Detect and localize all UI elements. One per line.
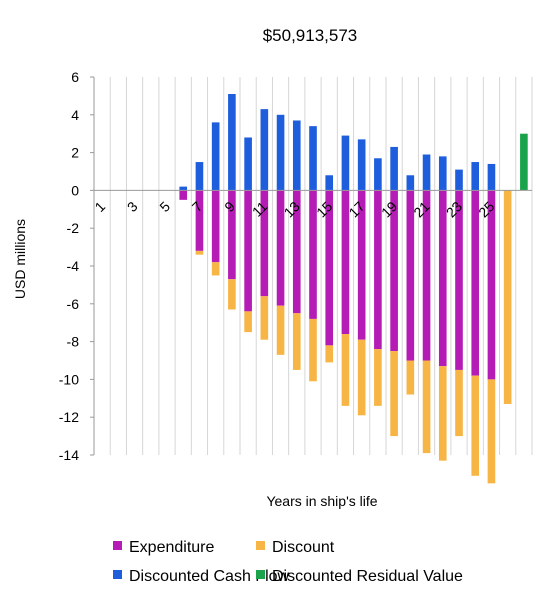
bar-discounted-cash-flow-24 [471, 162, 480, 191]
bar-discounted-cash-flow-13 [292, 120, 301, 191]
y-tick-labels: 6 4 2 0 -2 -4 -6 -8 -10 -12 -14 [59, 69, 94, 463]
legend-label: Discounted Residual Value [272, 568, 463, 585]
legend-swatch [113, 570, 122, 579]
bar-discount-22 [438, 366, 447, 461]
bar-discount-20 [406, 360, 415, 395]
bar-discount-25 [487, 379, 496, 484]
y-tick-label: -4 [67, 258, 80, 274]
bar-discount-14 [309, 318, 317, 382]
bar-discounted-cash-flow-19 [390, 146, 398, 191]
bar-expenditure-15 [325, 190, 334, 346]
bar-discount-16 [341, 334, 350, 406]
bar-expenditure-7 [195, 190, 204, 251]
bar-discount-9 [228, 279, 236, 310]
bar-expenditure-12 [276, 190, 285, 306]
bar-discount-19 [390, 351, 398, 437]
bar-expenditure-18 [374, 190, 382, 350]
legend: Expenditure Discount Discounted Cash FlowD… [113, 539, 463, 585]
bar-discounted-cash-flow-9 [228, 94, 236, 191]
bar-expenditure-9 [228, 190, 236, 280]
bar-discount-17 [357, 339, 366, 416]
bar-discount-26 [503, 190, 512, 404]
bar-discounted-cash-flow-25 [487, 163, 496, 191]
bar-expenditure-6 [179, 190, 188, 200]
bar-expenditure-25 [487, 190, 496, 380]
bar-discounted-cash-flow-21 [422, 154, 431, 191]
legend-swatch [256, 570, 265, 579]
legend-swatch [113, 541, 122, 550]
bar-discount-18 [374, 349, 382, 406]
bar-expenditure-10 [244, 190, 252, 312]
bar-expenditure-22 [438, 190, 447, 367]
bar-discounted-cash-flow-20 [406, 175, 415, 191]
bar-expenditure-13 [292, 190, 301, 314]
y-tick-label: -6 [67, 296, 80, 312]
legend-label: Discounted Cash Flow [129, 568, 290, 585]
legend-label: Discount [272, 539, 335, 556]
bar-discounted-cash-flow-12 [276, 114, 285, 191]
bar-discounted-cash-flow-10 [244, 137, 252, 191]
bars [179, 94, 528, 484]
y-tick-label: 2 [71, 145, 79, 161]
bar-discounted-cash-flow-11 [260, 109, 269, 191]
bar-discounted-cash-flow-15 [325, 175, 334, 191]
bar-discounted-cash-flow-22 [438, 156, 447, 191]
bar-expenditure-11 [260, 190, 269, 297]
bar-discount-11 [260, 296, 269, 340]
bar-discounted-cash-flow-7 [195, 162, 204, 191]
y-tick-label: 0 [71, 182, 79, 198]
bar-discount-13 [292, 313, 301, 370]
bar-discounted-residual-value-27 [520, 133, 528, 191]
chart-title: $50,913,573 [263, 26, 358, 45]
bar-expenditure-20 [406, 190, 415, 361]
bar-discounted-cash-flow-8 [211, 122, 220, 191]
bar-discounted-cash-flow-17 [357, 139, 366, 191]
grid [93, 77, 533, 455]
bar-expenditure-21 [422, 190, 431, 361]
bar-expenditure-8 [211, 190, 220, 263]
y-tick-label: -10 [59, 371, 79, 387]
y-tick-label: -14 [59, 447, 79, 463]
bar-discounted-cash-flow-14 [309, 126, 317, 191]
bar-discounted-cash-flow-6 [179, 186, 188, 191]
bar-expenditure-24 [471, 190, 480, 376]
legend-label: Expenditure [129, 539, 214, 556]
y-tick-label: -8 [67, 334, 80, 350]
y-tick-label: -12 [59, 409, 79, 425]
y-tick-label: 4 [71, 107, 79, 123]
bar-discounted-cash-flow-18 [374, 158, 382, 191]
bar-expenditure-16 [341, 190, 350, 335]
bar-discount-7 [195, 250, 204, 255]
y-tick-label: 6 [71, 69, 79, 85]
y-tick-label: -2 [67, 220, 80, 236]
bar-discounted-cash-flow-16 [341, 135, 350, 191]
bar-discount-15 [325, 345, 334, 363]
bar-discount-21 [422, 360, 431, 454]
bar-discount-8 [211, 262, 220, 276]
bar-discount-24 [471, 375, 480, 476]
legend-swatch [256, 541, 265, 550]
bar-expenditure-19 [390, 190, 398, 352]
x-axis-label: Years in ship's life [266, 493, 377, 509]
bar-expenditure-17 [357, 190, 366, 340]
x-tick-labels: 1 3 5 7 9 11 13 15 17 19 21 23 25 [91, 198, 497, 220]
y-axis-label: USD millions [12, 219, 28, 299]
bar-expenditure-23 [455, 190, 463, 370]
bar-discount-23 [455, 369, 463, 437]
bar-expenditure-14 [309, 190, 317, 319]
bar-discount-10 [244, 311, 252, 333]
bar-discount-12 [276, 305, 285, 355]
bar-discounted-cash-flow-23 [455, 169, 463, 191]
